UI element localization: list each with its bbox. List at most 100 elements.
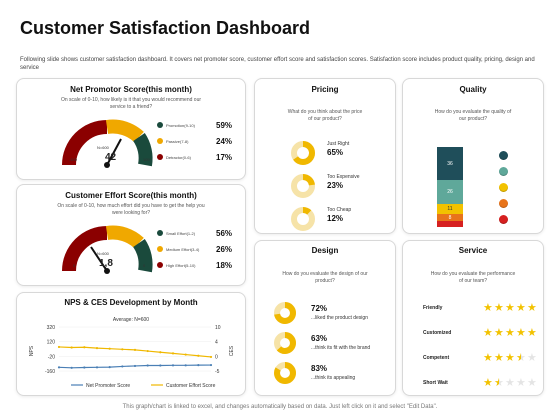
nps-legend-swatch: [157, 138, 163, 144]
nps-n-label: N=600: [97, 145, 109, 150]
service-card: Service How do you evaluate the performa…: [402, 240, 544, 396]
nps-point: [57, 366, 61, 369]
nps-point: [209, 363, 213, 367]
quality-faces: [499, 151, 513, 227]
ces-point: [95, 347, 99, 350]
design-item-pct: 72%: [311, 304, 328, 313]
ces-point: [159, 351, 162, 354]
star-icon: ★: [505, 377, 515, 389]
legend-ces-label: Customer Effort Score: [166, 383, 216, 389]
nps-point: [83, 366, 86, 369]
design-question: How do you evaluate the design of our pr…: [282, 271, 368, 284]
star-icon: ★: [527, 302, 537, 314]
design-item-label: ...think its appealing: [311, 375, 356, 381]
service-title: Service: [458, 246, 488, 255]
service-question: How do you evaluate the performance of o…: [430, 271, 516, 284]
page-title: Customer Satisfaction Dashboard: [20, 18, 311, 38]
left-tick-label: 120: [47, 340, 56, 346]
star-icon: ★: [505, 302, 515, 314]
ces-legend-label: Medium Effort(3-4): [166, 246, 200, 252]
nps-max: 100: [143, 157, 150, 162]
design-item-pct: 63%: [311, 334, 328, 343]
star-icon: ★: [527, 327, 537, 339]
nps-legend-label: Passive(7-8): [166, 138, 189, 144]
left-axis-label: NPS: [29, 345, 35, 356]
ces-point: [146, 349, 149, 353]
ces-point: [171, 352, 175, 355]
nps-point: [171, 364, 175, 367]
pricing-donut: [291, 141, 315, 165]
star-icon: ★: [516, 302, 526, 314]
ces-legend-pct: 56%: [216, 228, 233, 238]
development-average: Average: N=600: [112, 317, 150, 323]
nps-point: [133, 364, 137, 368]
development-title: NPS & CES Development by Month: [64, 298, 198, 307]
ces-legend-item: Medium Effort(3-4) 26%: [157, 241, 243, 257]
nps-min: -100: [69, 157, 78, 162]
pricing-item-pct: 12%: [327, 214, 344, 223]
nps-legend: Promotion(9-10) 59% Passive(7-8) 24% Detract…: [157, 117, 243, 165]
left-tick-label: -160: [45, 369, 55, 375]
ces-legend-swatch: [157, 246, 163, 252]
nps-legend-item: Detractor(0-6) 17%: [157, 149, 243, 165]
ces-legend-label: Small Effort(1-2): [166, 230, 196, 236]
design-donut: [274, 332, 296, 354]
ces-point: [83, 346, 86, 349]
pricing-donut: [291, 174, 315, 198]
page-description: Following slide shows customer satisfact…: [20, 57, 535, 71]
nps-card: Net Promotor Score(this month) On scale …: [16, 78, 246, 180]
ces-point: [70, 346, 73, 349]
ces-legend-pct: 18%: [216, 260, 233, 270]
legend-nps-label: Net Promoter Score: [86, 383, 130, 389]
nps-point: [95, 366, 99, 369]
ces-series-line: [58, 346, 212, 358]
right-tick-label: 10: [215, 325, 221, 331]
ces-legend-swatch: [157, 230, 163, 236]
star-icon: ★: [494, 352, 504, 364]
quality-segment: 8: [437, 214, 463, 222]
ces-legend-item: Small Effort(1-2) 56%: [157, 225, 243, 241]
quality-segment: 26: [437, 180, 463, 205]
nps-question: On scale of 0-10, how likely is it that …: [60, 97, 202, 110]
ces-card: Customer Effort Score(this month) On sca…: [16, 184, 246, 286]
ces-point: [108, 347, 111, 350]
development-chart: 320 10 120 4 -20 0 -160 -5 NPS CES Net Promoter Sc…: [29, 325, 235, 389]
nps-legend-item: Passive(7-8) 24%: [157, 133, 243, 149]
pricing-question: What do you think about the price of our…: [287, 109, 363, 122]
nps-legend-pct: 24%: [216, 136, 233, 146]
quality-segment: 36: [437, 147, 463, 181]
right-tick-label: 4: [215, 340, 218, 346]
star-icon: ★: [494, 327, 504, 339]
nps-legend-swatch: [157, 122, 163, 128]
nps-legend-swatch: [157, 154, 163, 160]
design-item-pct: 83%: [311, 364, 328, 373]
ces-title: Customer Effort Score(this month): [65, 191, 197, 200]
design-item-label: ...think its fit with the brand: [311, 345, 371, 351]
star-icon: ★: [527, 352, 537, 364]
right-tick-label: -5: [215, 369, 220, 375]
nps-point: [146, 364, 149, 367]
nps-legend-label: Promotion(9-10): [166, 122, 195, 128]
service-rating-label: Competent: [423, 355, 450, 361]
quality-card: Quality How do you evaluate the quality …: [402, 78, 544, 234]
nps-title: Net Promotor Score(this month): [70, 85, 192, 94]
design-donut: [274, 362, 296, 384]
ces-legend-swatch: [157, 262, 163, 268]
pricing-item-label: Too Cheap: [327, 207, 352, 213]
nps-legend-pct: 59%: [216, 120, 233, 130]
design-item-label: ...liked the product design: [311, 315, 368, 321]
right-axis-label: CES: [229, 345, 235, 356]
ces-point: [57, 345, 61, 349]
development-card: NPS & CES Development by Month Average: …: [16, 292, 246, 396]
face-icon: [499, 215, 508, 224]
nps-point: [159, 364, 162, 367]
nps-gauge: [62, 119, 153, 168]
star-icon: ★: [505, 352, 515, 364]
right-tick-label: 0: [215, 354, 218, 360]
quality-segment: [437, 221, 463, 227]
star-icon: ★: [516, 327, 526, 339]
design-donut: [274, 302, 296, 324]
design-card: Design How do you evaluate the design of…: [254, 240, 396, 396]
pricing-title: Pricing: [311, 85, 339, 94]
ces-question: On scale of 0-10, how much effort did yo…: [57, 203, 205, 216]
